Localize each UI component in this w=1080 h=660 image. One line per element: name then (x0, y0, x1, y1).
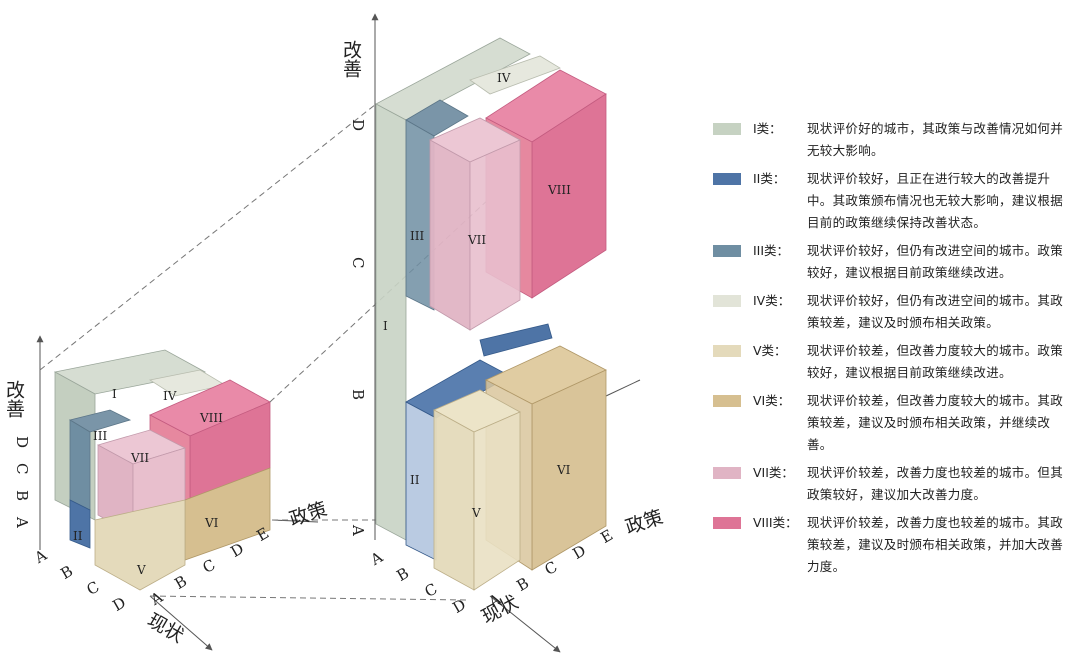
small-tick-policy-d: D (228, 539, 247, 561)
legend-label: VII类： (753, 465, 794, 480)
legend-item: II类： 现状评价较好，且正在进行较大的改善提升中。其政策颁布情况也无较大影响，建… (713, 168, 1075, 234)
legend-item: III类： 现状评价较好，但仍有改进空间的城市。政策较好，建议根据目前政策继续改进… (713, 240, 1075, 284)
large-tick-policy-c: C (542, 558, 561, 579)
small-region-vii: VII (130, 451, 149, 465)
large-tick-policy-d: D (570, 541, 589, 563)
large-region-iii: III (410, 229, 424, 243)
small-region-iii: III (93, 429, 107, 443)
small-region-viii: VIII (199, 411, 223, 425)
large-region-vii: VII (467, 233, 486, 247)
small-tick-status-b: B (58, 562, 77, 583)
large-tick-c: C (349, 257, 367, 268)
small-region-ii: II (73, 529, 83, 543)
legend-swatch (713, 467, 741, 479)
large-region-iv: IV (497, 71, 511, 85)
large-tick-status-a: A (367, 548, 386, 570)
large-tick-status-b: B (394, 564, 413, 585)
small-region-i: I (112, 387, 117, 401)
large-status-axis (489, 595, 561, 653)
small-policy-label: 政策 (287, 498, 330, 531)
large-status-label: 现状 (478, 591, 522, 628)
large-tick-b: B (349, 389, 367, 400)
large-policy-label: 政策 (623, 506, 666, 539)
small-tick-policy-a: A (147, 588, 166, 610)
legend-item: I类： 现状评价好的城市，其政策与改善情况如何并无较大影响。 (713, 118, 1075, 162)
small-region-v: V (136, 563, 146, 577)
small-improvement-label: 改善 (3, 380, 25, 418)
legend-label: VIII类： (753, 515, 798, 530)
legend: I类： 现状评价好的城市，其政策与改善情况如何并无较大影响。 II类： 现状评价较好，… (713, 118, 1075, 584)
legend-description: 现状评价较差，但改善力度较大的城市。其政策较差，建议及时颁布相关政策，并继续改善… (807, 393, 1064, 452)
legend-label: III类： (753, 243, 790, 258)
small-tick-c: C (13, 463, 31, 474)
legend-swatch (713, 173, 741, 185)
large-tick-d: D (349, 119, 367, 131)
large-tick-a: A (349, 524, 367, 536)
small-tick-b: B (13, 490, 31, 501)
small-tick-policy-c: C (200, 556, 219, 577)
large-tick-policy-e: E (598, 526, 616, 547)
large-tick-status-c: C (422, 580, 441, 601)
small-tick-policy-b: B (172, 572, 191, 593)
small-tick-d: D (13, 436, 31, 448)
large-tick-policy-b: B (514, 574, 533, 595)
legend-label: VI类： (753, 393, 791, 408)
large-tick-status-d: D (450, 595, 469, 617)
small-tick-status-d: D (110, 593, 129, 615)
small-status-axis (149, 595, 213, 651)
legend-item: VII类： 现状评价较差，改善力度也较差的城市。但其政策较好，建议加大改善力度。 (713, 462, 1075, 506)
legend-swatch (713, 395, 741, 407)
large-region-ii: II (410, 473, 420, 487)
legend-swatch (713, 517, 741, 529)
legend-description: 现状评价较好，但仍有改进空间的城市。其政策较差，建议及时颁布相关政策。 (807, 293, 1064, 330)
large-region-i: I (383, 319, 388, 333)
legend-item: V类： 现状评价较差，但改善力度较大的城市。政策较好，建议根据目前政策继续改进。 (713, 340, 1075, 384)
large-region-v: V (471, 506, 481, 520)
small-policy-axis (271, 519, 319, 523)
legend-swatch (713, 245, 741, 257)
legend-swatch (713, 123, 741, 135)
legend-item: IV类： 现状评价较好，但仍有改进空间的城市。其政策较差，建议及时颁布相关政策。 (713, 290, 1075, 334)
small-tick-a: A (13, 516, 31, 528)
legend-description: 现状评价较好，且正在进行较大的改善提升中。其政策颁布情况也无较大影响，建议根据目… (807, 171, 1064, 230)
small-region-vi: VI (204, 516, 219, 530)
large-cube (371, 13, 641, 653)
legend-description: 现状评价较差，改善力度也较差的城市。但其政策较好，建议加大改善力度。 (807, 465, 1064, 502)
large-region-viii: VIII (547, 183, 571, 197)
legend-description: 现状评价较差，但改善力度较大的城市。政策较好，建议根据目前政策继续改进。 (807, 343, 1064, 380)
small-tick-status-c: C (84, 578, 103, 599)
legend-item: VI类： 现状评价较差，但改善力度较大的城市。其政策较差，建议及时颁布相关政策，并… (713, 390, 1075, 456)
legend-label: V类： (753, 343, 787, 358)
legend-description: 现状评价较好，但仍有改进空间的城市。政策较好，建议根据目前政策继续改进。 (807, 243, 1064, 280)
legend-swatch (713, 345, 741, 357)
large-region-vi: VI (556, 463, 571, 477)
small-status-label: 现状 (144, 609, 188, 647)
legend-item: VIII类： 现状评价较差，改善力度也较差的城市。其政策较差，建议及时颁布相关政策… (713, 512, 1075, 578)
legend-label: IV类： (753, 293, 791, 308)
legend-label: I类： (753, 121, 782, 136)
large-policy-axis (605, 379, 641, 397)
legend-label: II类： (753, 171, 786, 186)
small-region-iv: IV (163, 389, 177, 403)
legend-description: 现状评价好的城市，其政策与改善情况如何并无较大影响。 (807, 121, 1064, 158)
small-tick-status-a: A (31, 546, 50, 568)
large-improvement-label: 改善 (340, 40, 362, 78)
legend-description: 现状评价较差，改善力度也较差的城市。其政策较差，建议及时颁布相关政策，并加大改善… (807, 515, 1064, 574)
small-cube (36, 335, 319, 651)
legend-swatch (713, 295, 741, 307)
